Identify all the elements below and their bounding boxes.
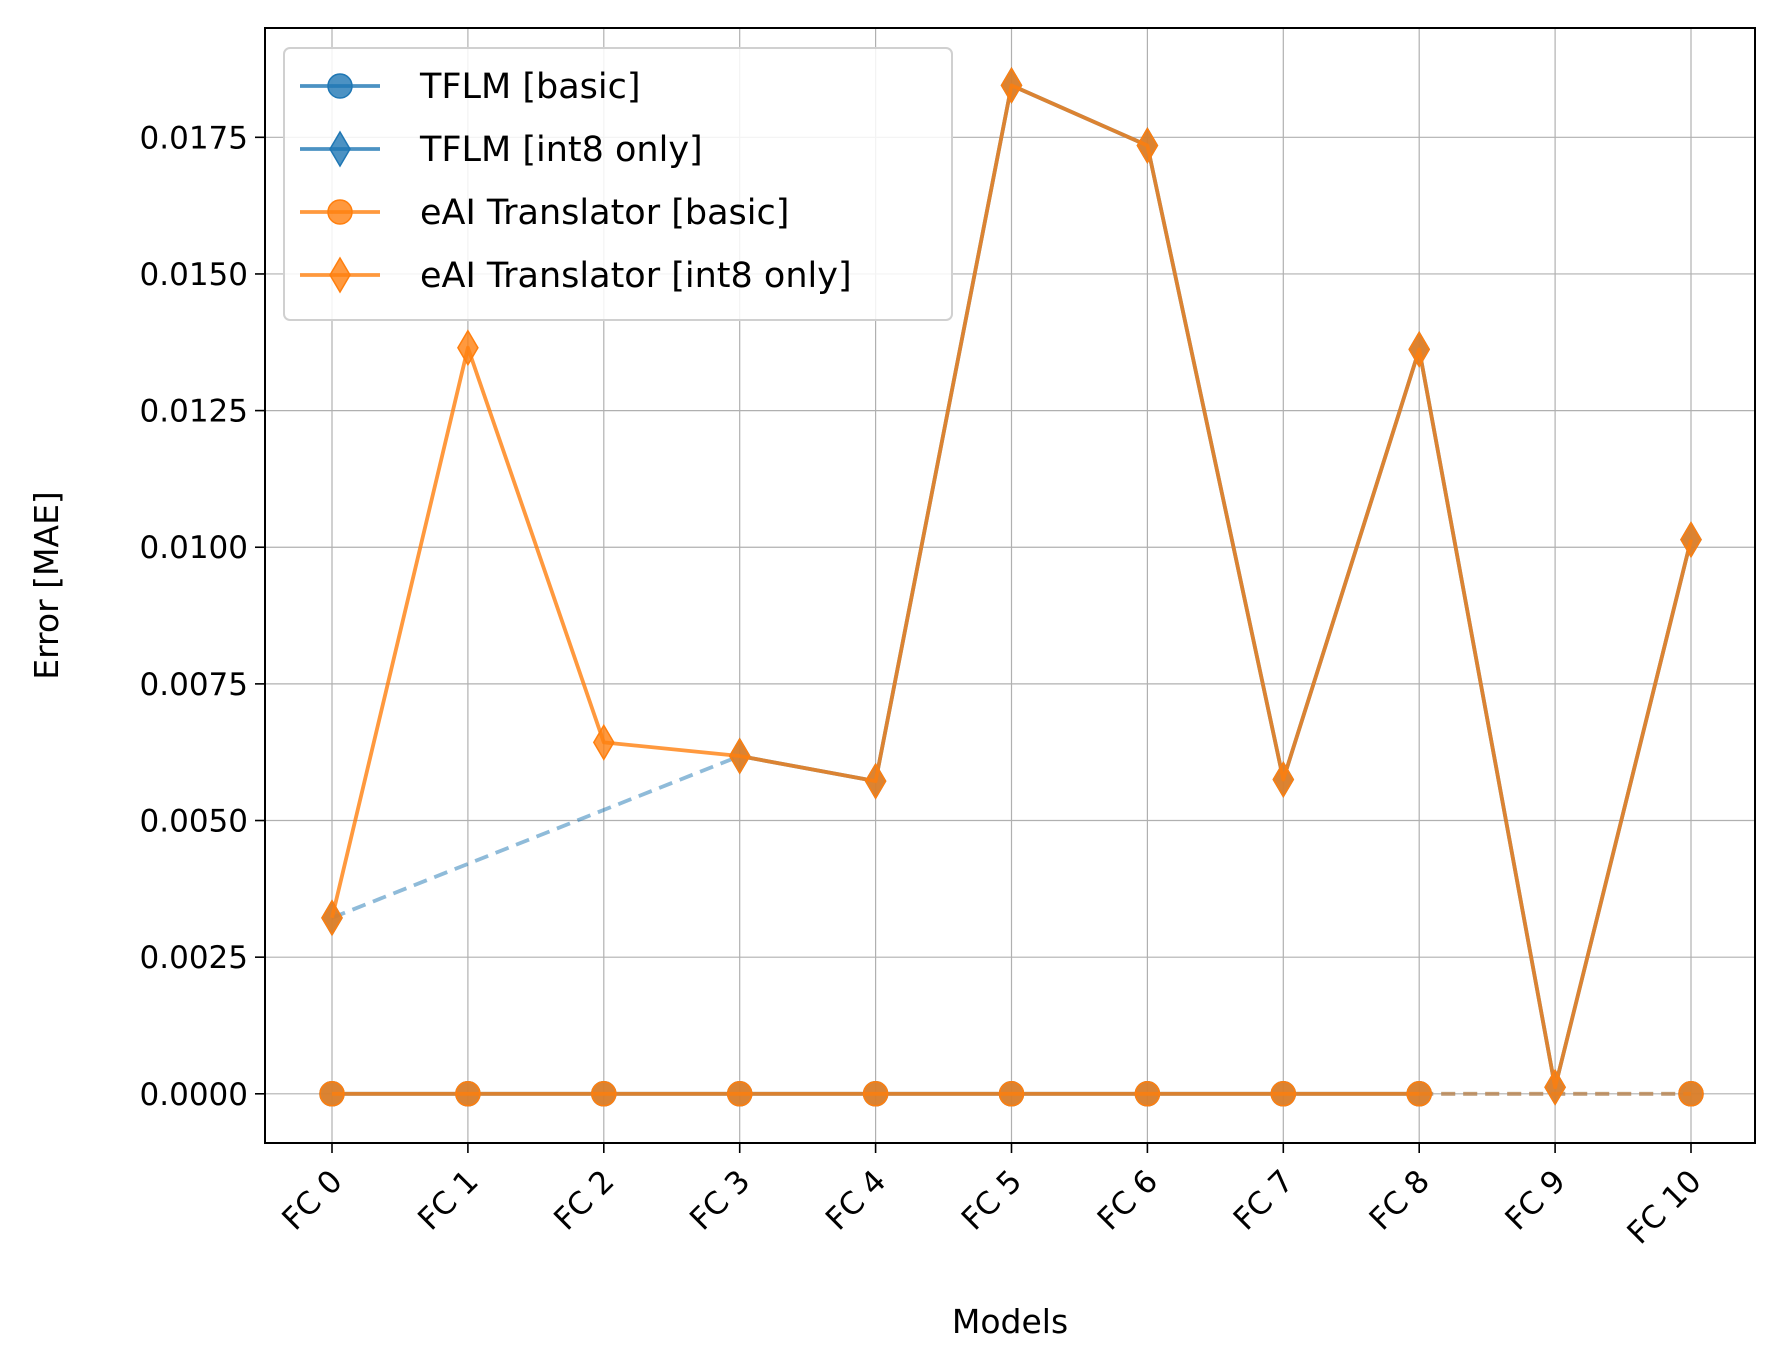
x-tick-label: FC 6 [1091,1163,1165,1237]
plot-frame [264,27,1756,1144]
x-tick-label: FC 1 [411,1163,485,1237]
y-axis-label: Error [MAE] [27,491,66,680]
data-point [321,899,343,937]
data-point [862,1081,889,1107]
y-tick-label: 0.0175 [140,120,248,156]
legend-label: TFLM [int8 only] [419,130,703,170]
data-point [1406,1081,1432,1107]
y-tick-label: 0.0150 [140,257,248,293]
legend-label: TFLM [basic] [419,67,641,107]
data-point [1408,330,1431,368]
legend-entry: TFLM [basic] [300,67,641,107]
series-gap-line [331,754,741,920]
x-tick-label: FC 10 [1620,1163,1708,1251]
legend-marker [327,199,353,225]
data-point [1678,1081,1704,1107]
y-tick-label: 0.0075 [140,667,248,703]
data-point [1272,761,1295,799]
x-axis: FC 0 FC 1 FC 2 FC 3 FC 4 FC 5 FC 6 FC 7 FC 8 FC 9… [275,1143,1709,1251]
x-tick-label: FC 8 [1363,1163,1437,1237]
data-point [726,1081,753,1107]
data-point [1134,1081,1161,1107]
legend-label: eAI Translator [basic] [420,193,789,233]
legend-entry: eAI Translator [int8 only] [300,256,852,296]
y-tick-label: 0.0025 [140,940,248,976]
legend-entry: TFLM [int8 only] [300,130,703,170]
legend-box [283,47,953,321]
data-point [1136,127,1159,164]
legend-marker [329,256,351,294]
data-point [1270,1081,1297,1107]
series-3 [319,1081,1704,1107]
data-point [1544,1068,1566,1106]
x-tick-label: FC 3 [683,1163,757,1237]
data-point [864,762,887,800]
x-axis-label: Models [952,1302,1068,1341]
y-tick-label: 0.0050 [140,804,248,840]
y-axis: 0.0000 0.0025 0.0050 0.0075 0.0100 0.0125 0.01… [140,120,265,1113]
series-4 [321,66,1702,1106]
legend: TFLM [basic] TFLM [int8 only] eAI Translat… [283,47,953,321]
x-tick-label: FC 5 [955,1163,1029,1237]
data-point [457,329,479,367]
x-tick-label: FC 9 [1498,1163,1572,1237]
data-point [591,1081,617,1107]
x-tick-label: FC 7 [1227,1163,1301,1237]
data-point [998,1081,1025,1107]
legend-marker [327,73,353,99]
y-tick-label: 0.0100 [140,530,248,566]
y-tick-label: 0.0125 [140,394,248,430]
x-tick-label: FC 4 [819,1163,893,1237]
x-tick-label: FC 0 [275,1163,349,1237]
data-point [455,1081,481,1107]
data-point [1000,66,1023,104]
y-tick-label: 0.0000 [140,1077,248,1113]
legend-entry: eAI Translator [basic] [300,193,789,233]
data-point [319,1081,345,1107]
legend-label: eAI Translator [int8 only] [420,256,852,296]
legend-marker [329,130,351,168]
data-point [728,737,751,775]
data-point [1680,521,1702,559]
series-layer [319,66,1704,1107]
x-tick-label: FC 2 [547,1163,621,1237]
data-point [592,723,615,761]
